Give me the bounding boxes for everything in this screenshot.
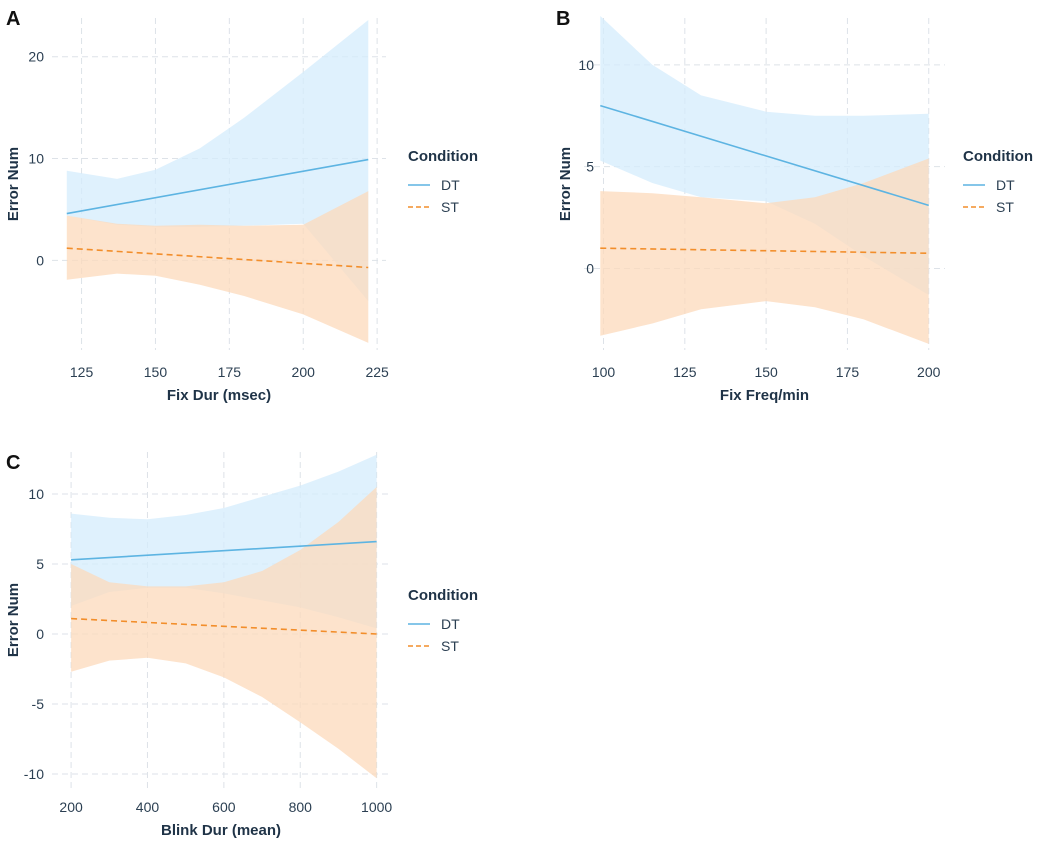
legend-label-dt: DT: [441, 616, 460, 632]
x-tick-label: 200: [292, 364, 316, 380]
x-tick-label: 150: [144, 364, 168, 380]
x-tick-label: 200: [917, 364, 941, 380]
x-tick-label: 125: [673, 364, 697, 380]
fit-line-st: [600, 247, 929, 255]
panel-label: B: [556, 8, 570, 30]
x-tick-label: 225: [365, 364, 389, 380]
x-axis-title: Blink Dur (mean): [161, 822, 281, 839]
fit-line-st: [66, 247, 369, 269]
x-tick-label: 200: [59, 799, 83, 815]
legend-label-st: ST: [441, 638, 459, 654]
legend-title: Condition: [408, 587, 478, 604]
legend-label-dt: DT: [996, 177, 1015, 193]
fit-line-dt: [66, 158, 369, 215]
fit-line-dt: [71, 540, 377, 561]
x-tick-label: 800: [289, 799, 313, 815]
legend-title: Condition: [963, 148, 1033, 165]
x-tick-label: 600: [212, 799, 236, 815]
x-tick-label: 400: [136, 799, 160, 815]
x-tick-label: 150: [754, 364, 778, 380]
y-tick-label: -10: [24, 766, 44, 782]
confidence-band-st: [71, 487, 377, 779]
x-tick-label: 175: [836, 364, 860, 380]
fit-line-dt: [600, 104, 929, 207]
legend-label-dt: DT: [441, 177, 460, 193]
y-tick-label: 5: [586, 159, 594, 175]
y-tick-label: 0: [36, 626, 44, 642]
legend: Condition DT ST: [963, 148, 1033, 215]
confidence-band-st: [66, 191, 369, 343]
panel-a: 125 150 175 200 225 0 10 20 Fix Dur (msec) Error …: [5, 8, 478, 404]
legend-label-st: ST: [996, 199, 1014, 215]
y-tick-label: 0: [36, 252, 44, 268]
y-tick-label: 10: [28, 151, 44, 167]
panel-b: 100 125 150 175 200 0 5 10 Fix Freq/min Error Num…: [556, 8, 1033, 404]
y-axis-title: Error Num: [557, 147, 574, 221]
x-tick-label: 125: [70, 364, 94, 380]
legend-label-st: ST: [441, 199, 459, 215]
y-tick-label: 0: [586, 261, 594, 277]
panel-label: A: [6, 8, 20, 30]
x-axis-title: Fix Freq/min: [720, 387, 809, 404]
y-tick-label: 10: [578, 57, 594, 73]
x-tick-label: 100: [592, 364, 616, 380]
x-axis-title: Fix Dur (msec): [167, 387, 271, 404]
panel-c: 200 400 600 800 1000 -10 -5 0 5 10 Blink Dur (mean…: [5, 452, 478, 839]
x-tick-label: 175: [218, 364, 242, 380]
x-tick-label: 1000: [361, 799, 392, 815]
fit-line-st: [71, 617, 377, 635]
panel-label: C: [6, 452, 20, 474]
y-tick-label: 20: [28, 49, 44, 65]
legend-title: Condition: [408, 148, 478, 165]
legend: Condition DT ST: [408, 148, 478, 215]
y-tick-label: 10: [28, 486, 44, 502]
y-tick-label: 5: [36, 556, 44, 572]
y-axis-title: Error Num: [5, 147, 22, 221]
y-axis-title: Error Num: [5, 583, 22, 657]
legend: Condition DT ST: [408, 587, 478, 654]
y-tick-label: -5: [32, 696, 45, 712]
confidence-band-dt: [66, 20, 369, 302]
